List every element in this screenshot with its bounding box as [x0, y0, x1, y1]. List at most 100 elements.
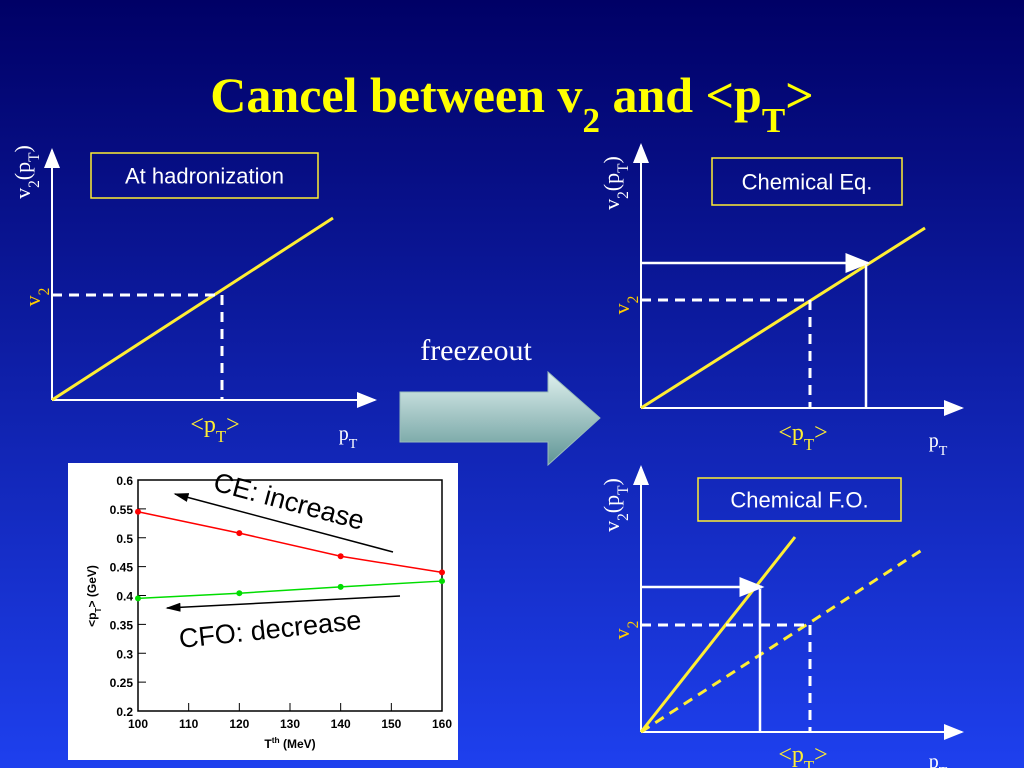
y-axis-label-part: T [615, 485, 632, 495]
y-axis-label-part: 2 [615, 191, 632, 199]
label-box [711, 157, 903, 206]
y-tick-label: 0.6 [116, 474, 133, 488]
y-axis-label: v2(pT) [10, 145, 43, 199]
pt-marker: <pT> [778, 420, 827, 454]
pt-marker-part: > [226, 412, 240, 438]
series-line [137, 511, 443, 574]
pt-marker-part: <p [778, 420, 804, 446]
v2-marker: v2 [609, 296, 642, 315]
y-axis-label-part: (p [599, 173, 624, 191]
y-axis-label-part: v [599, 199, 624, 210]
x-axis-label: pT [339, 423, 358, 452]
label-box [90, 152, 319, 199]
x-label-part: (MeV) [280, 737, 316, 751]
y-axis-label-part: v [599, 521, 624, 532]
slide-title-part: Cancel between v [210, 67, 582, 123]
y-tick-label: 0.2 [116, 705, 133, 719]
arrow-label: freezeout [420, 334, 532, 367]
y-tick-label: 0.5 [116, 532, 133, 546]
box-label: Chemical F.O. [730, 488, 868, 513]
y-tick-label: 0.45 [110, 561, 134, 575]
x-tick-label: 110 [179, 717, 199, 731]
series-line [137, 580, 443, 600]
data-point [135, 595, 141, 602]
box-label: At hadronization [125, 164, 284, 189]
x-axis-label-part: p [929, 430, 939, 452]
slide-title-part: > [785, 67, 814, 123]
x-axis-label-part: p [929, 751, 939, 768]
box-label: Chemical Eq. [742, 170, 873, 195]
x-label-part: T [264, 737, 272, 751]
y-axis-label: v2(pT) [599, 478, 632, 532]
data-point [337, 553, 344, 560]
v2-marker-part: 2 [625, 621, 642, 629]
y-axis-label-part: (p [599, 495, 624, 513]
pt-marker: <pT> [778, 742, 827, 768]
x-axis-label-part: T [939, 444, 948, 459]
y-axis-label-part: v [10, 188, 35, 199]
x-axis-label-part: T [939, 765, 948, 768]
y-label: <pT> (GeV) [85, 565, 103, 627]
x-axis-label: pT [929, 430, 948, 459]
data-point [439, 569, 445, 576]
y-tick-label: 0.35 [110, 618, 134, 632]
data-point [337, 583, 344, 590]
x-axis-label-part: T [349, 437, 358, 452]
pt-marker-part: <p [190, 412, 216, 438]
freezeout-arrow [399, 370, 601, 467]
data-point [236, 590, 243, 597]
v2-line [639, 536, 797, 733]
slide-title-part: 2 [582, 101, 600, 140]
x-tick-label: 160 [432, 717, 452, 731]
annotation-arrow [173, 493, 394, 553]
x-tick-label: 120 [229, 717, 249, 731]
y-axis-label-part: T [615, 163, 632, 173]
v2-line [51, 216, 334, 402]
y-label-part: T [93, 607, 103, 613]
pt-marker-part: > [814, 742, 828, 768]
pt-marker-part: T [804, 757, 814, 768]
y-axis-label-part: T [26, 152, 43, 162]
y-label-part: > (GeV) [85, 565, 99, 607]
x-tick-label: 130 [280, 717, 300, 731]
pt-marker-part: T [216, 427, 226, 446]
y-axis-label-part: (p [10, 162, 35, 180]
y-axis-label: v2(pT) [599, 156, 632, 210]
data-point [135, 508, 141, 515]
y-axis-label-part: ) [599, 156, 624, 163]
v2-marker-part: 2 [625, 296, 642, 304]
slide-title-part: T [762, 101, 785, 140]
y-tick-label: 0.3 [116, 647, 133, 661]
y-tick-label: 0.4 [116, 590, 133, 604]
v2-line [640, 546, 926, 734]
x-tick-label: 100 [128, 717, 148, 731]
x-axis-label-part: p [339, 423, 349, 445]
data-point [236, 530, 243, 537]
y-label-part: <p [85, 613, 99, 627]
y-axis-label-part: 2 [615, 513, 632, 521]
v2-marker-part: v [20, 295, 45, 306]
v2-marker-part: v [609, 628, 634, 639]
x-label: Tth (MeV) [264, 735, 315, 751]
v2-line [640, 226, 926, 410]
v2-marker: v2 [609, 621, 642, 640]
x-axis-label: pT [929, 751, 948, 768]
x-tick-label: 140 [331, 717, 351, 731]
label-box [697, 477, 902, 522]
v2-marker: v2 [20, 288, 53, 307]
v2-marker-part: v [609, 303, 634, 314]
data-point [439, 578, 445, 585]
v2-marker-part: 2 [36, 288, 53, 296]
y-axis-label-part: ) [599, 478, 624, 485]
y-axis-label-part: ) [10, 145, 35, 152]
pt-marker: <pT> [190, 412, 239, 446]
pt-marker-part: > [814, 420, 828, 446]
y-axis-label-part: 2 [26, 180, 43, 188]
x-label-part: th [272, 735, 280, 745]
annotation-arrow [165, 595, 401, 612]
y-tick-label: 0.55 [110, 503, 134, 517]
pt-marker-part: T [804, 435, 814, 454]
pt-marker-part: <p [778, 742, 804, 768]
